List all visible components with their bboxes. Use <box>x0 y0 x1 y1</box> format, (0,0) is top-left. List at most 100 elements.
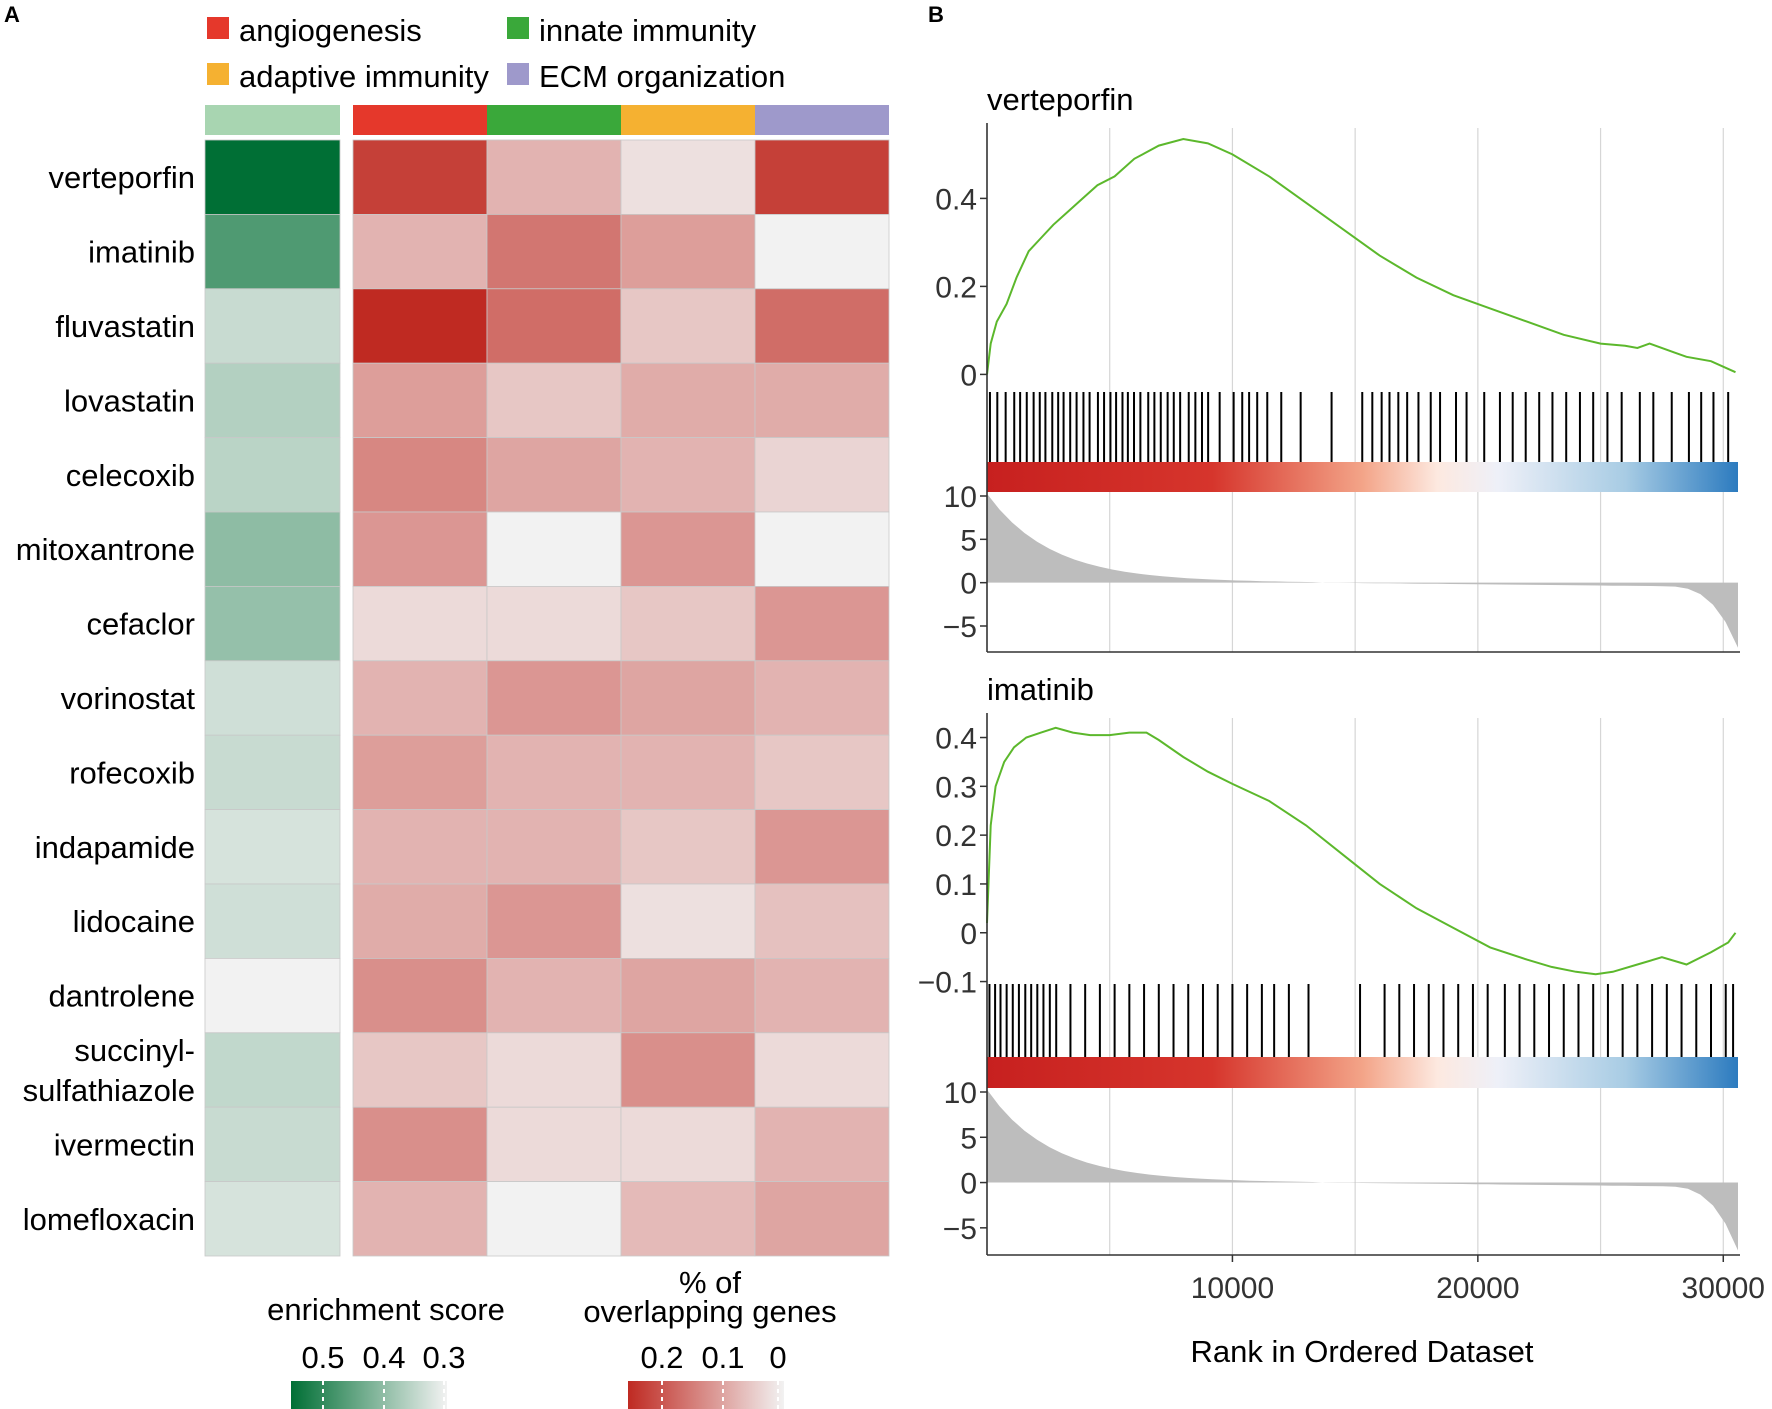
row-label-12-0: succinyl- <box>74 1033 195 1068</box>
row-label-4: celecoxib <box>66 458 195 493</box>
legend-label-3: ECM organization <box>539 59 785 94</box>
legend-es-bar <box>291 1381 447 1409</box>
overlap-cell-13-0 <box>352 1106 488 1182</box>
overlap-cell-1-1 <box>486 213 622 290</box>
overlap-cell-6-0 <box>352 586 488 662</box>
overlap-cell-2-2 <box>620 288 756 364</box>
overlap-cell-1-3 <box>754 213 890 290</box>
overlap-cell-5-1 <box>486 511 622 587</box>
metric-ytick-label-3: −5 <box>943 1213 977 1246</box>
es-cell-4 <box>204 437 341 513</box>
ytick-label-2: 0.4 <box>935 183 977 216</box>
overlap-cell-8-2 <box>620 734 756 811</box>
overlap-cell-4-3 <box>754 437 890 513</box>
overlap-cell-9-1 <box>486 809 622 885</box>
overlap-cell-14-2 <box>620 1181 756 1257</box>
overlap-cell-10-0 <box>352 883 488 959</box>
overlap-cell-3-0 <box>352 362 488 439</box>
es-header-bar <box>205 105 340 135</box>
es-cell-11 <box>204 958 341 1034</box>
colorbar-legends: enrichment score 0.5 0.4 0.3 % ofoverlapping… <box>267 1265 837 1409</box>
overlap-cell-4-2 <box>620 437 756 513</box>
overlap-cell-4-1 <box>486 437 622 513</box>
row-label-14: lomefloxacin <box>23 1202 195 1237</box>
xtick-label-1: 20000 <box>1436 1272 1519 1305</box>
metric-ytick-label-1: 5 <box>960 1122 977 1155</box>
overlap-cell-6-3 <box>754 586 890 662</box>
overlap-cell-10-3 <box>754 883 890 959</box>
ytick-label-0: −0.1 <box>918 967 977 1000</box>
legend-overlap-tick-1: 0.1 <box>701 1340 744 1375</box>
panel-a-label: A <box>4 2 20 27</box>
row-label-8: rofecoxib <box>69 755 195 790</box>
overlap-cell-4-0 <box>352 437 488 513</box>
overlap-cell-5-0 <box>352 511 488 587</box>
row-label-12-1: sulfathiazole <box>23 1073 195 1108</box>
overlap-cell-11-2 <box>620 958 756 1034</box>
ytick-label-0: 0 <box>960 359 977 392</box>
row-label-10: lidocaine <box>73 904 195 939</box>
row-label-7: vorinostat <box>61 681 196 716</box>
metric-ytick-label-0: 10 <box>944 481 977 514</box>
es-cell-14 <box>204 1181 341 1257</box>
metric-ytick-label-2: 0 <box>960 1168 977 1201</box>
gsea-title: imatinib <box>987 672 1094 707</box>
overlap-cell-5-2 <box>620 511 756 587</box>
xtick-label-2: 30000 <box>1682 1272 1765 1305</box>
row-label-1: imatinib <box>88 235 195 270</box>
category-bar-3 <box>755 105 889 135</box>
metric-ytick-label-2: 0 <box>960 568 977 601</box>
overlap-cell-10-1 <box>486 883 622 959</box>
overlap-cell-12-1 <box>486 1032 622 1108</box>
ytick-label-1: 0.2 <box>935 271 977 304</box>
es-cell-10 <box>204 883 341 959</box>
legend-label-2: adaptive immunity <box>239 59 489 94</box>
category-bar-1 <box>487 105 621 135</box>
rank-color-ribbon <box>987 462 1738 492</box>
es-curve <box>986 137 1736 375</box>
es-cell-13 <box>204 1106 341 1182</box>
es-cell-1 <box>204 213 341 290</box>
row-label-5: mitoxantrone <box>16 532 195 567</box>
es-cell-9 <box>204 809 341 885</box>
overlap-cell-0-0 <box>352 139 488 215</box>
overlap-cell-1-0 <box>352 213 488 290</box>
ytick-label-4: 0.3 <box>935 771 977 804</box>
overlap-cell-8-0 <box>352 734 488 811</box>
es-cell-12 <box>204 1032 341 1108</box>
legend-es-tick-0: 0.5 <box>301 1340 344 1375</box>
overlap-cell-6-2 <box>620 586 756 662</box>
overlap-cell-5-3 <box>754 511 890 587</box>
es-cell-7 <box>204 660 341 736</box>
legend-es-tick-2: 0.3 <box>422 1340 465 1375</box>
overlap-cell-2-0 <box>352 288 488 364</box>
row-label-11: dantrolene <box>48 979 195 1014</box>
ranked-metric-area <box>987 1089 1738 1251</box>
row-label-3: lovastatin <box>64 383 195 418</box>
overlap-cell-13-2 <box>620 1106 756 1182</box>
metric-ytick-label-0: 10 <box>944 1077 977 1110</box>
overlap-cell-13-1 <box>486 1106 622 1182</box>
gsea-plot-imatinib: imatinib −0.1 0 0.1 0.2 0.3 0.4 10 5 0 −5 <box>918 672 1740 1256</box>
overlap-cell-12-0 <box>352 1032 488 1108</box>
es-cell-8 <box>204 734 341 811</box>
overlap-cell-14-1 <box>486 1181 622 1257</box>
category-legend: angiogenesis innate immunity adaptive immu… <box>207 13 785 94</box>
es-cell-2 <box>204 288 341 364</box>
overlap-cell-8-1 <box>486 734 622 811</box>
overlap-cell-8-3 <box>754 734 890 811</box>
es-cell-5 <box>204 511 341 587</box>
legend-swatch-2 <box>207 63 229 85</box>
legend-es-title: enrichment score <box>267 1292 505 1327</box>
legend-es-tick-1: 0.4 <box>362 1340 405 1375</box>
panel-b-label: B <box>928 2 944 27</box>
overlap-cell-7-3 <box>754 660 890 736</box>
overlap-cell-0-2 <box>620 139 756 215</box>
overlap-cell-12-3 <box>754 1032 890 1108</box>
overlap-cell-7-2 <box>620 660 756 736</box>
ytick-label-2: 0.1 <box>935 869 977 902</box>
ranked-metric-area <box>987 493 1738 648</box>
overlap-cell-9-2 <box>620 809 756 885</box>
legend-swatch-0 <box>207 17 229 39</box>
overlap-cell-0-1 <box>486 139 622 215</box>
